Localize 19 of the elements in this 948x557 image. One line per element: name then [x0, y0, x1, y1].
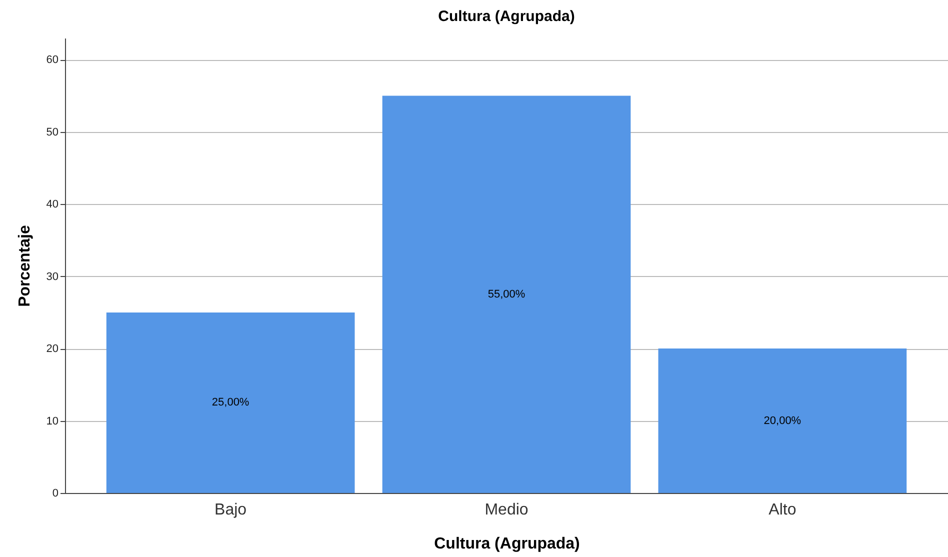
- y-tick-label: 0: [52, 488, 58, 500]
- y-tick-label: 40: [46, 198, 58, 211]
- x-tick-label: Medio: [484, 502, 528, 518]
- x-tick-label: Alto: [768, 502, 796, 518]
- x-tick-label: Bajo: [214, 502, 247, 518]
- y-tick-label: 20: [46, 343, 58, 356]
- y-axis-title: Porcentaje: [16, 224, 34, 307]
- bar: [658, 348, 907, 493]
- bar: [106, 312, 355, 493]
- bar: [382, 96, 631, 493]
- y-tick-label: 50: [46, 126, 58, 138]
- data-label: 55,00%: [488, 288, 526, 300]
- y-tick-label: 30: [46, 270, 58, 283]
- x-axis-title: Cultura (Agrupada): [434, 536, 580, 552]
- data-label: 25,00%: [212, 396, 250, 409]
- y-tick-label: 10: [46, 415, 58, 428]
- data-label: 20,00%: [764, 414, 802, 427]
- chart-title: Cultura (Agrupada): [438, 8, 575, 25]
- y-tick-label: 60: [46, 54, 58, 66]
